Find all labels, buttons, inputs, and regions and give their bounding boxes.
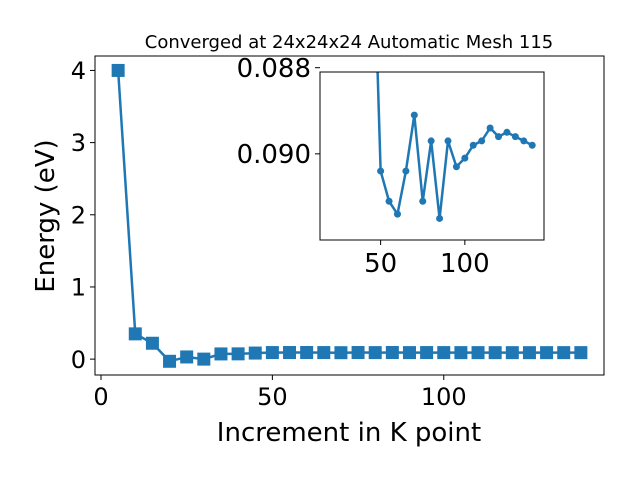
main-x-axis-label: Increment in K point (217, 418, 481, 448)
data-point (427, 137, 435, 145)
inset-y-axis: 0.088 0.090 (237, 54, 320, 170)
x-tick-label: 50 (364, 249, 397, 279)
data-point (522, 346, 536, 360)
data-point (377, 167, 385, 175)
data-point (145, 336, 159, 350)
data-point (436, 214, 444, 222)
data-point (385, 197, 393, 205)
data-point (180, 350, 194, 364)
y-tick-label: 3 (71, 129, 86, 157)
data-point (478, 137, 486, 145)
data-point (505, 346, 519, 360)
data-point (454, 346, 468, 360)
data-point (265, 346, 279, 360)
data-point (469, 141, 477, 149)
main-x-axis: 0 50 100 (93, 375, 467, 411)
data-point (520, 137, 528, 145)
data-point (437, 346, 451, 360)
y-tick-label: 0.090 (237, 140, 311, 170)
data-point (452, 163, 460, 171)
y-tick-label: 2 (71, 201, 86, 229)
y-tick-label: 0 (71, 346, 86, 374)
data-point (283, 346, 297, 360)
main-chart: Converged at 24x24x24 Automatic Mesh 115… (31, 32, 605, 448)
data-point (503, 128, 511, 136)
y-tick-label: 1 (71, 274, 86, 302)
data-point (410, 111, 418, 119)
data-point (214, 347, 228, 361)
data-point (444, 137, 452, 145)
x-tick-label: 50 (257, 383, 288, 411)
data-point (471, 346, 485, 360)
y-tick-label: 0.088 (237, 54, 311, 84)
data-point (574, 346, 588, 360)
data-point (111, 63, 125, 77)
y-tick-label: 4 (71, 57, 86, 85)
data-point (248, 346, 262, 360)
x-tick-label: 100 (421, 383, 467, 411)
data-point (420, 346, 434, 360)
inset-chart: 50 100 0.088 0.090 (237, 54, 545, 279)
data-point (128, 327, 142, 341)
data-point (334, 346, 348, 360)
inset-axes-frame (319, 71, 545, 241)
data-point (528, 141, 536, 149)
data-point (557, 346, 571, 360)
x-tick-label: 0 (93, 383, 108, 411)
inset-x-axis: 50 100 (364, 240, 490, 279)
data-point (488, 346, 502, 360)
data-point (368, 346, 382, 360)
series-line (116, 70, 581, 363)
data-point (402, 346, 416, 360)
data-point (461, 154, 469, 162)
data-point (300, 346, 314, 360)
data-point (402, 167, 410, 175)
data-point (163, 354, 177, 368)
data-point (231, 347, 245, 361)
main-chart-title: Converged at 24x24x24 Automatic Mesh 115 (145, 32, 554, 53)
data-point (511, 133, 519, 141)
data-point (197, 352, 211, 366)
data-point (385, 346, 399, 360)
main-plot-area (111, 63, 588, 368)
main-y-axis-label: Energy (eV) (31, 139, 61, 292)
data-point (317, 346, 331, 360)
data-point (540, 346, 554, 360)
data-point (351, 346, 365, 360)
inset-plot-area (376, 72, 536, 222)
data-point (486, 124, 494, 132)
main-y-axis: 0 1 2 3 4 (71, 57, 95, 374)
data-point (419, 197, 427, 205)
main-axes-frame (94, 55, 605, 376)
data-point (495, 133, 503, 141)
x-tick-label: 100 (440, 249, 490, 279)
data-point (393, 210, 401, 218)
